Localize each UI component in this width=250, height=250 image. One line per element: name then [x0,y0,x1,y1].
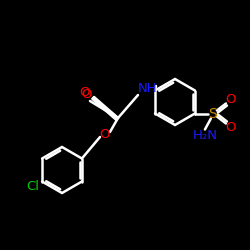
Text: O: O [81,88,91,102]
Text: NH: NH [138,82,158,94]
Text: O: O [226,93,236,106]
Text: H₂N: H₂N [192,129,218,142]
Text: Cl: Cl [26,180,40,193]
Text: O: O [226,121,236,134]
Text: S: S [208,106,217,120]
Text: O: O [80,86,90,100]
Text: O: O [100,128,110,141]
